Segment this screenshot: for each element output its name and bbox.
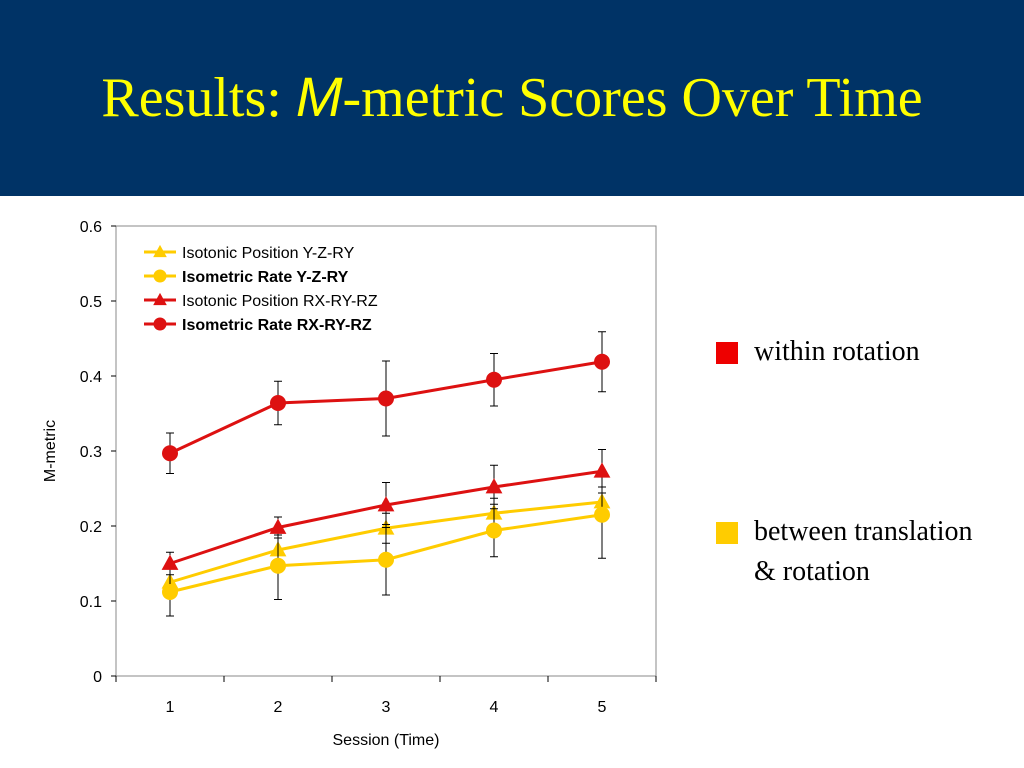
- data-point: [593, 462, 611, 478]
- side-legend-label-line2: & rotation: [754, 556, 870, 587]
- y-axis-label: M-metric: [42, 420, 59, 482]
- title-suffix: -metric Scores Over Time: [342, 67, 923, 129]
- data-point: [270, 557, 286, 574]
- side-legend-label: between translation: [754, 516, 973, 547]
- red-square-icon: [716, 342, 738, 364]
- y-tick-label: 0.6: [80, 219, 102, 236]
- data-point: [594, 506, 610, 523]
- legend-marker: [153, 244, 167, 258]
- slide-title: Results: M-metric Scores Over Time: [0, 62, 1024, 133]
- data-point: [162, 445, 178, 462]
- data-point: [377, 496, 395, 512]
- data-point: [594, 353, 610, 370]
- legend-marker: [153, 292, 167, 306]
- side-legend-label: within rotation: [754, 336, 920, 367]
- data-point: [161, 554, 179, 570]
- x-tick-label: 3: [382, 699, 391, 716]
- y-tick-label: 0.1: [80, 594, 102, 611]
- slide-header: Results: M-metric Scores Over Time: [0, 0, 1024, 196]
- x-tick-label: 5: [598, 699, 607, 716]
- yellow-square-icon: [716, 522, 738, 544]
- data-point: [378, 390, 394, 407]
- data-point: [270, 395, 286, 411]
- legend-marker: [153, 317, 167, 331]
- y-tick-label: 0.4: [80, 369, 102, 386]
- data-point: [378, 551, 394, 568]
- x-tick-label: 2: [274, 699, 283, 716]
- y-tick-label: 0: [93, 669, 102, 686]
- data-point: [486, 522, 502, 539]
- data-point: [269, 518, 287, 534]
- x-axis-label: Session (Time): [333, 732, 440, 749]
- title-prefix: Results:: [101, 67, 296, 129]
- y-tick-label: 0.5: [80, 294, 102, 311]
- y-tick-label: 0.2: [80, 519, 102, 536]
- data-point: [162, 584, 178, 600]
- data-point: [486, 371, 502, 388]
- x-tick-label: 1: [166, 699, 175, 716]
- legend-label: Isotonic Position Y-Z-RY: [182, 245, 355, 262]
- title-m-italic: M: [295, 65, 343, 128]
- chart: 0 0.1 0.2 0.3 0.4 0.5 0.6 1 2 3 4 5 Session (Time) M-…: [42, 219, 657, 749]
- legend-label: Isotonic Position RX-RY-RZ: [182, 293, 378, 310]
- x-tick-label: 4: [490, 699, 499, 716]
- legend-label: Isometric Rate Y-Z-RY: [182, 269, 349, 286]
- data-point: [485, 478, 503, 494]
- y-tick-label: 0.3: [80, 444, 102, 461]
- legend-marker: [153, 269, 167, 283]
- legend-label: Isometric Rate RX-RY-RZ: [182, 317, 372, 334]
